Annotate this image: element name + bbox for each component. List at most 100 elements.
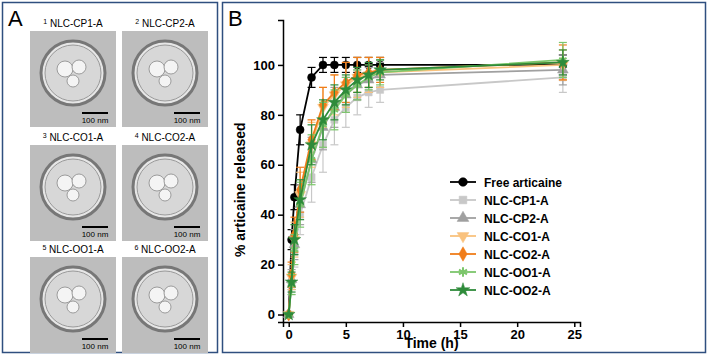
legend-entry: Free articaine xyxy=(450,176,562,190)
particle xyxy=(137,45,193,101)
scale-bar xyxy=(174,112,200,114)
tem-image xyxy=(122,145,208,241)
y-tick: 100 xyxy=(253,58,283,73)
marker xyxy=(365,89,372,96)
image-name: NLC-CO1-A xyxy=(47,132,104,143)
marker xyxy=(557,56,570,68)
scale-bar xyxy=(82,338,108,340)
y-axis-title: % articaine released xyxy=(232,122,248,257)
marker xyxy=(285,275,298,287)
marker xyxy=(305,138,318,150)
particle-halo xyxy=(133,155,197,219)
series xyxy=(283,50,569,320)
image-label: 4 NLC-CO2-A xyxy=(135,132,196,143)
y-tick-mark xyxy=(278,65,283,67)
particle-halo xyxy=(41,155,105,219)
legend-entry: NLC-OO1-A xyxy=(450,266,551,280)
scale-bar xyxy=(82,226,108,228)
y-tick-label: 80 xyxy=(261,108,275,123)
series-line xyxy=(289,62,563,314)
tem-image xyxy=(122,31,208,127)
series-line xyxy=(289,62,563,314)
scale-bar-label: 100 nm xyxy=(82,116,109,125)
y-tick-mark xyxy=(278,115,283,117)
marker xyxy=(296,126,304,134)
particle-halo xyxy=(133,267,197,331)
legend-entry: NLC-CP1-A xyxy=(450,194,549,208)
tem-image xyxy=(30,257,116,353)
marker xyxy=(308,73,316,81)
tem-image xyxy=(30,145,116,241)
particle-core xyxy=(72,286,86,300)
x-tick-label: 25 xyxy=(568,327,582,342)
particle-core xyxy=(149,287,165,303)
legend-marker xyxy=(457,233,469,243)
x-tick: 20 xyxy=(510,322,524,342)
plot-area xyxy=(283,42,569,321)
series xyxy=(285,55,567,319)
legend: Free articaine NLC-CP1-A NLC-CP2-A NLC-CO1-… xyxy=(450,176,562,298)
particle-core xyxy=(57,175,73,191)
error-bar xyxy=(330,57,338,72)
scale-bar-label: 100 nm xyxy=(82,230,109,239)
legend-label: NLC-OO1-A xyxy=(484,266,551,280)
y-tick-mark xyxy=(278,264,283,266)
image-label: 1 NLC-CP1-A xyxy=(43,18,103,29)
tem-image-cell: 5 NLC-OO1-A100 nm xyxy=(30,244,116,353)
panel-label: B xyxy=(228,6,243,31)
image-label: 2 NLC-CP2-A xyxy=(135,18,195,29)
legend-label: NLC-CO1-A xyxy=(484,230,550,244)
legend-entry: NLC-CP2-A xyxy=(450,211,549,225)
particle xyxy=(137,159,193,215)
image-name: NLC-CP1-A xyxy=(47,18,103,29)
tem-image xyxy=(30,31,116,127)
particle xyxy=(45,45,101,101)
y-tick-label: 100 xyxy=(253,58,275,73)
particle-halo xyxy=(133,41,197,105)
particle-core xyxy=(72,60,86,74)
marker xyxy=(330,61,338,69)
image-name: NLC-OO2-A xyxy=(138,244,196,255)
scale-bar-label: 100 nm xyxy=(174,230,201,239)
panel-label: A xyxy=(8,6,23,31)
marker xyxy=(283,308,295,320)
particle-core xyxy=(149,61,165,77)
y-tick-label: 40 xyxy=(261,207,275,222)
scale-bar-label: 100 nm xyxy=(174,342,201,351)
series-line xyxy=(289,65,563,315)
y-tick: 40 xyxy=(261,207,283,222)
particle-core xyxy=(72,174,86,188)
series xyxy=(283,55,568,318)
scale-bar xyxy=(174,338,200,340)
scale-bar xyxy=(82,112,108,114)
marker xyxy=(288,233,301,245)
legend-entry: NLC-CO2-A xyxy=(450,247,550,262)
particle-core xyxy=(57,61,73,77)
series-line xyxy=(289,77,563,314)
particle xyxy=(45,159,101,215)
y-tick-mark xyxy=(278,214,283,216)
legend-entry: NLC-CO1-A xyxy=(450,230,550,244)
particle-halo xyxy=(41,41,105,105)
y-tick: 80 xyxy=(261,108,283,123)
legend-marker xyxy=(457,211,469,221)
particle-core xyxy=(159,301,171,313)
y-tick-label: 0 xyxy=(268,307,275,322)
marker xyxy=(362,68,375,80)
series xyxy=(283,50,568,321)
y-tick: 20 xyxy=(261,257,283,272)
particle-core xyxy=(67,189,79,201)
particle-core xyxy=(149,175,165,191)
panel-frame xyxy=(223,3,706,353)
image-label: 5 NLC-OO1-A xyxy=(42,244,103,255)
tem-image-cell: 1 NLC-CP1-A 100 nm xyxy=(30,18,116,127)
particle-core xyxy=(164,286,178,300)
x-axis-line xyxy=(284,323,581,328)
error-bar xyxy=(319,57,327,72)
tem-image xyxy=(122,257,208,353)
particle xyxy=(45,271,101,327)
x-tick-label: 0 xyxy=(286,327,293,342)
tem-image-cell: 6 NLC-OO2-A100 nm xyxy=(122,244,208,353)
legend-marker xyxy=(459,267,467,276)
particle-halo xyxy=(41,267,105,331)
